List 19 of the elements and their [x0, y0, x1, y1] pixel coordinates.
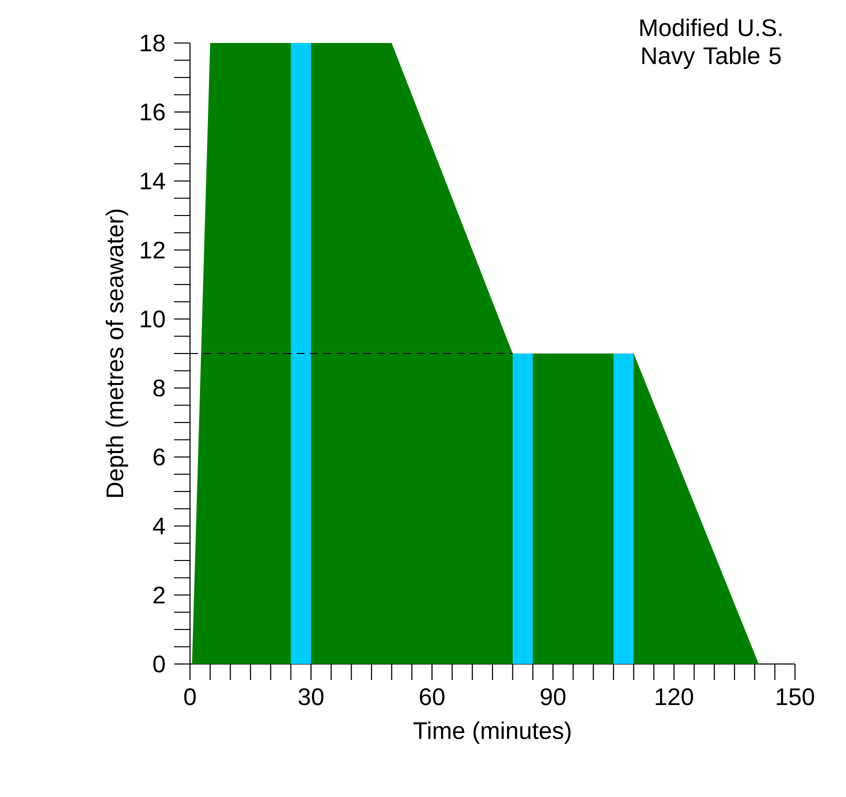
x-tick-label: 150 [776, 688, 814, 706]
x-tick-label: 30 [298, 688, 324, 706]
y-tick-label: 0 [153, 655, 165, 672]
y-tick-label: 14 [140, 172, 166, 190]
x-tick-label: 0 [184, 688, 196, 706]
y-tick-label: 6 [154, 448, 165, 466]
y-axis-title: Depth (metres of seawater) [106, 210, 128, 497]
chart-title: Modified U.S. Navy Table 5 [640, 18, 782, 69]
y-tick-label: 2 [154, 586, 165, 604]
y-tick-label: 12 [140, 242, 165, 258]
y-tick-label: 8 [153, 379, 165, 396]
y-tick-label: 18 [140, 34, 165, 52]
y-tick-label: 4 [152, 518, 166, 534]
x-axis-title: Time (minutes) [413, 722, 571, 744]
y-tick-label: 16 [140, 103, 165, 120]
x-tick-label: 90 [540, 688, 566, 706]
x-tick-label: 120 [656, 688, 694, 706]
y-tick-label: 10 [140, 310, 165, 328]
x-tick-label: 60 [420, 688, 444, 706]
